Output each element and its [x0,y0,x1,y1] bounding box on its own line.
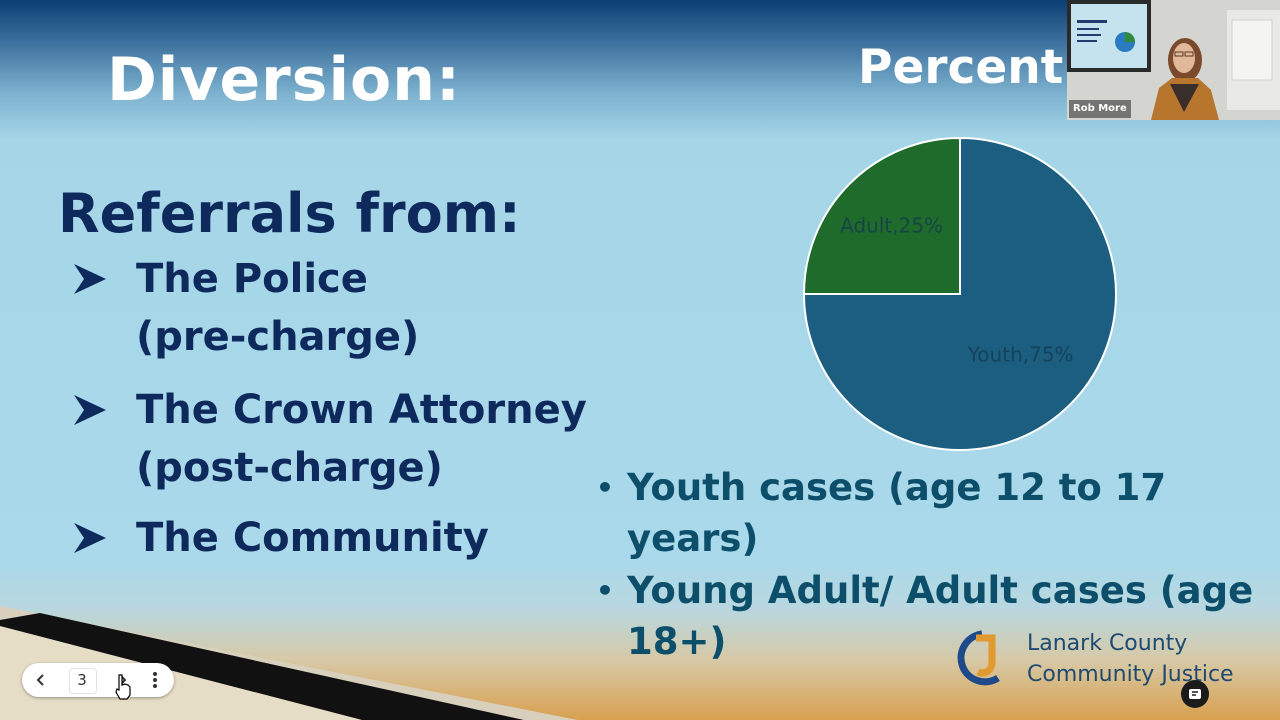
page-number[interactable]: 3 [77,671,87,689]
arrow-bullet-icon [74,264,106,294]
chevron-left-icon [36,674,44,686]
slide-title: Diversion: [107,45,461,115]
referral-subline: (pre-charge) [136,314,420,360]
pie-label-youth: Youth,75% [967,343,1074,367]
organization-line-1: Lanark County [1027,631,1188,656]
chat-icon[interactable] [1181,680,1209,708]
community-justice-logo [957,630,1000,686]
bullet-text: Young Adult/ Adult cases (age 18+) [627,569,1254,663]
pie-chart: Youth,75% Adult,25% [802,136,1117,451]
arrow-bullet-icon [74,523,106,553]
referral-line: The Community [136,515,489,561]
referral-subline: (post-charge) [136,445,443,491]
pie-slice-youth [802,136,1117,451]
bullet-list: • Youth cases (age 12 to 17 years) • Young… [596,462,1256,667]
more-options-button[interactable] [138,663,172,697]
page-number-box [69,668,97,694]
participant-name: Rob More [1069,100,1131,118]
chart-title: Percent [858,40,1064,95]
bullet-item-adult: • Young Adult/ Adult cases (age 18+) [596,569,1254,663]
bullet-item-youth: • Youth cases (age 12 to 17 years) [596,466,1167,560]
pie-slice-adult [802,136,961,295]
slide-navigation-bar: 3 [22,663,174,697]
pie-label-adult: Adult,25% [840,214,943,238]
previous-slide-button[interactable] [24,663,58,697]
referrals-heading: Referrals from: [58,182,521,245]
bullet-text: Youth cases (age 12 to 17 years) [627,466,1167,560]
participant-video-tile[interactable]: Rob More [1067,0,1280,120]
referral-line: The Police [136,256,368,302]
decorative-stripe [0,606,578,720]
more-vertical-icon [153,672,157,688]
participant-video-frame [1067,0,1280,120]
organization-name: Lanark County Community Justice [1027,628,1234,690]
hand-cursor-icon [115,674,131,700]
arrow-bullet-icon [74,395,106,425]
chat-glyph-icon [1189,689,1201,699]
referral-line: The Crown Attorney [136,387,587,433]
